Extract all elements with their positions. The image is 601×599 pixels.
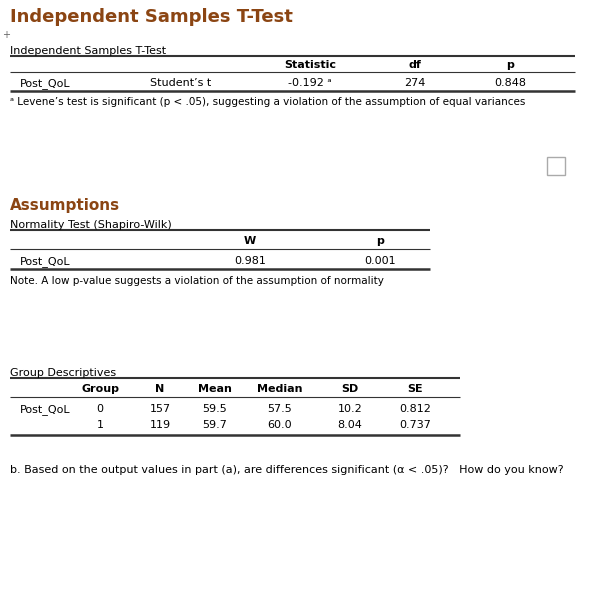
Text: 10.2: 10.2 [338, 404, 362, 414]
Text: 59.5: 59.5 [203, 404, 227, 414]
Text: 59.7: 59.7 [203, 420, 227, 430]
Text: Mean: Mean [198, 384, 232, 394]
Text: 1: 1 [97, 420, 103, 430]
Text: 0.001: 0.001 [364, 256, 396, 266]
Text: Group Descriptives: Group Descriptives [10, 368, 116, 378]
Text: 0.848: 0.848 [494, 78, 526, 88]
Text: -0.192 ᵃ: -0.192 ᵃ [288, 78, 332, 88]
Text: 0.981: 0.981 [234, 256, 266, 266]
Text: Note. A low p-value suggests a violation of the assumption of normality: Note. A low p-value suggests a violation… [10, 276, 384, 286]
Text: Post_QoL: Post_QoL [20, 404, 71, 415]
Text: 119: 119 [150, 420, 171, 430]
Text: 8.04: 8.04 [338, 420, 362, 430]
Text: +: + [2, 30, 10, 40]
Bar [547, 157, 565, 175]
Text: b. Based on the output values in part (a), are differences significant (α < .05): b. Based on the output values in part (a… [10, 465, 564, 475]
Text: p: p [376, 236, 384, 246]
Text: Median: Median [257, 384, 303, 394]
Text: 60.0: 60.0 [267, 420, 292, 430]
Text: Normality Test (Shapiro-Wilk): Normality Test (Shapiro-Wilk) [10, 220, 172, 230]
Text: N: N [156, 384, 165, 394]
Text: df: df [409, 60, 421, 70]
Text: Statistic: Statistic [284, 60, 336, 70]
Text: Assumptions: Assumptions [10, 198, 120, 213]
Text: SD: SD [341, 384, 359, 394]
Text: W: W [244, 236, 256, 246]
Text: 0.812: 0.812 [399, 404, 431, 414]
Text: SE: SE [407, 384, 423, 394]
Text: 157: 157 [150, 404, 171, 414]
Text: p: p [506, 60, 514, 70]
Text: Student’s t: Student’s t [150, 78, 211, 88]
Text: Post_QoL: Post_QoL [20, 78, 71, 89]
Text: 57.5: 57.5 [267, 404, 292, 414]
Text: Group: Group [81, 384, 119, 394]
Text: ᵃ Levene’s test is significant (p < .05), suggesting a violation of the assumpti: ᵃ Levene’s test is significant (p < .05)… [10, 97, 525, 107]
Text: 274: 274 [404, 78, 426, 88]
Text: 0: 0 [97, 404, 103, 414]
Text: Post_QoL: Post_QoL [20, 256, 71, 267]
Text: 0.737: 0.737 [399, 420, 431, 430]
Text: Independent Samples T-Test: Independent Samples T-Test [10, 8, 293, 26]
Text: Independent Samples T-Test: Independent Samples T-Test [10, 46, 166, 56]
